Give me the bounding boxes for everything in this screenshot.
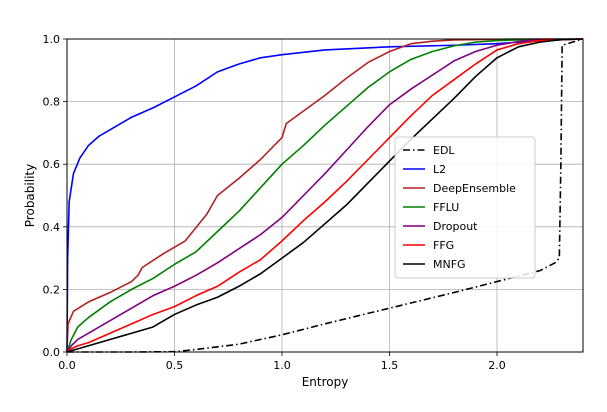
series-line-edl (67, 38, 584, 353)
legend-box (394, 136, 536, 279)
y-tick-label: 0.4 (43, 221, 61, 234)
y-tick-label: 1.0 (43, 33, 61, 46)
y-tick-label: 0.0 (43, 346, 61, 359)
legend-label-l2: L2 (433, 163, 446, 176)
grid (67, 39, 583, 352)
y-tick-label: 0.2 (43, 283, 61, 296)
x-tick-label: 1.5 (381, 359, 399, 372)
y-axis-label: Probability (23, 164, 37, 227)
series-line-deepensemble (66, 38, 583, 353)
y-tick-label: 0.6 (43, 158, 61, 171)
legend-label-ffg: FFG (433, 239, 454, 252)
legend-label-fflu: FFLU (433, 201, 459, 214)
x-axis-label: Entropy (302, 375, 349, 389)
x-tick-label: 0.0 (58, 359, 76, 372)
x-tick-label: 2.0 (488, 359, 506, 372)
legend-label-deepensemble: DeepEnsemble (433, 182, 516, 195)
series-line-l2 (66, 38, 584, 353)
series-line-dropout (66, 38, 584, 353)
series-lines (66, 38, 584, 353)
legend-label-edl: EDL (433, 144, 455, 157)
x-tick-label: 1.0 (273, 359, 291, 372)
series-line-fflu (66, 38, 584, 353)
plot-frame (66, 38, 584, 353)
series-line-ffg (66, 38, 584, 353)
legend-label-dropout: Dropout (433, 220, 478, 233)
series-line-mnfg (66, 38, 584, 353)
y-tick-label: 0.8 (43, 96, 61, 109)
legend: EDL L2 DeepEnsemble FFLU Dropout FFG MNFG (394, 136, 536, 279)
axis-ticks: 0.0 0.5 1.0 1.5 2.0 0.0 0.2 0.4 0.6 0.8 1.0 (43, 33, 506, 372)
x-tick-label: 0.5 (166, 359, 184, 372)
legend-label-mnfg: MNFG (433, 258, 466, 271)
